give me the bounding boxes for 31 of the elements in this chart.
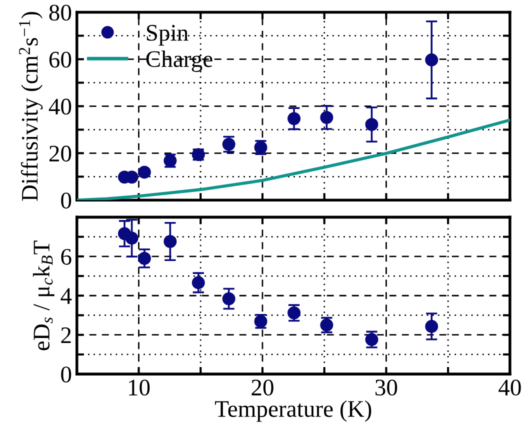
y-axis-title: Diffusivity (cm$^{2}$s$^{−1}$) [19,12,43,201]
point [192,276,205,290]
point [164,235,177,248]
point [425,53,438,66]
point [138,252,151,265]
point [125,232,138,245]
y-tick-label: 4 [60,288,72,304]
point [288,306,301,320]
y-axis-title: eD$_{s}$ / μ$_{c}$k$_{B}$T [32,240,54,350]
y-tick-label: 0 [61,192,72,209]
point [425,320,438,333]
y-tick-label: 60 [49,52,72,68]
x-tick-label: 30 [376,380,398,396]
x-axis-title: Temperature (K) [215,400,372,422]
point [288,112,301,126]
x-tick-label: 40 [498,380,521,396]
y-tick-label: 40 [48,98,72,115]
legend-label: Charge [146,50,212,72]
y-tick-label: 0 [61,366,72,382]
x-tick-label: 10 [129,380,150,396]
y-tick-label: 6 [61,248,72,265]
y-tick-label: 80 [49,4,72,21]
point [365,333,378,346]
y-tick-label: 20 [49,146,72,162]
y-tick-label: 2 [61,327,71,344]
legend-label: Spin [146,24,188,46]
point [365,118,378,132]
x-tick-label: 20 [252,380,274,396]
point [222,292,236,306]
point [320,110,334,124]
point [138,166,151,179]
